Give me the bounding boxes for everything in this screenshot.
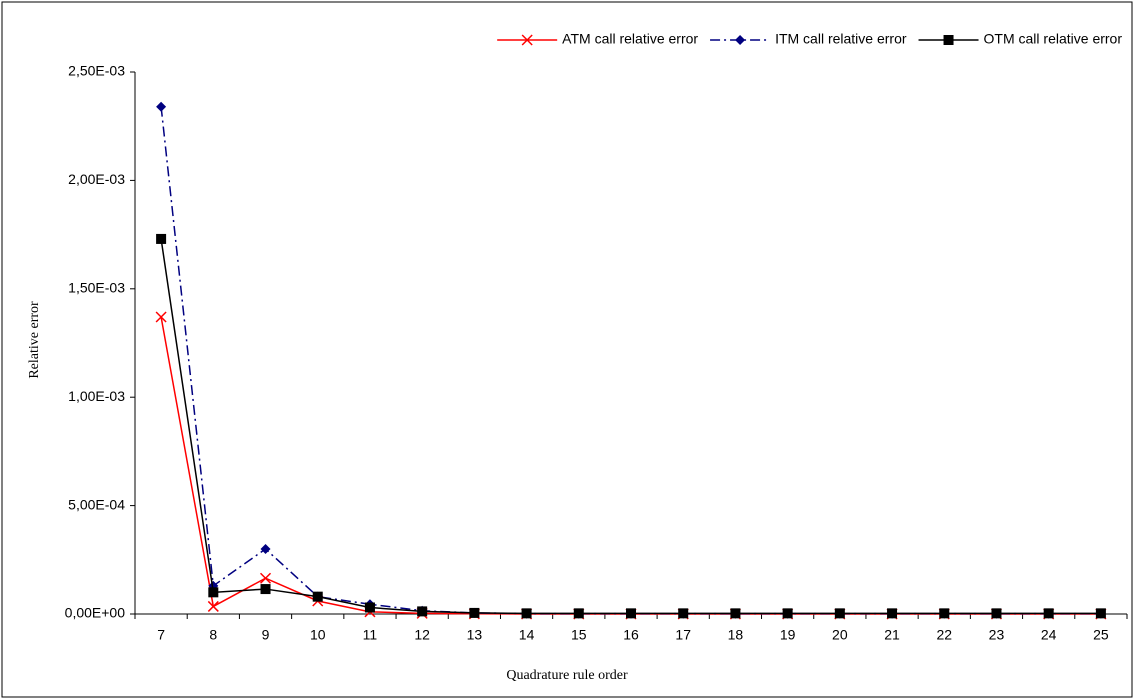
- marker: [259, 572, 272, 584]
- x-tick-label: 9: [262, 627, 270, 643]
- marker: [573, 608, 584, 619]
- marker: [260, 543, 271, 554]
- legend-label: ATM call relative error: [562, 31, 698, 47]
- marker: [469, 607, 480, 618]
- y-tick-label: 2,50E-03: [68, 63, 125, 79]
- x-tick-label: 24: [1041, 627, 1057, 643]
- marker: [834, 608, 845, 619]
- marker: [156, 101, 167, 112]
- x-tick-label: 10: [310, 627, 326, 643]
- x-tick-label: 22: [936, 627, 952, 643]
- x-tick-label: 13: [467, 627, 483, 643]
- x-tick-label: 12: [414, 627, 430, 643]
- x-tick-label: 14: [519, 627, 535, 643]
- x-tick-label: 21: [884, 627, 900, 643]
- y-tick-label: 2,00E-03: [68, 171, 125, 187]
- marker: [782, 608, 793, 619]
- x-tick-label: 18: [728, 627, 744, 643]
- marker: [521, 608, 532, 619]
- marker: [887, 608, 898, 619]
- x-tick-label: 15: [571, 627, 587, 643]
- marker: [364, 602, 375, 613]
- y-tick-label: 0,00E+00: [65, 605, 126, 621]
- x-tick-label: 25: [1093, 627, 1109, 643]
- x-tick-label: 20: [832, 627, 848, 643]
- legend-marker: [943, 35, 954, 45]
- marker: [1043, 608, 1054, 619]
- marker: [939, 608, 950, 619]
- marker: [155, 311, 167, 323]
- x-tick-label: 17: [675, 627, 691, 643]
- marker: [991, 608, 1002, 619]
- marker: [1095, 608, 1106, 619]
- marker: [417, 606, 428, 617]
- marker: [156, 233, 167, 244]
- marker: [312, 591, 323, 602]
- y-tick-label: 1,50E-03: [68, 280, 125, 296]
- x-tick-label: 8: [209, 627, 217, 643]
- y-axis-title: Relative error: [27, 301, 42, 379]
- x-tick-label: 7: [157, 627, 165, 643]
- marker: [207, 600, 219, 612]
- legend-marker: [735, 35, 746, 45]
- x-tick-label: 16: [623, 627, 639, 643]
- legend-label: OTM call relative error: [984, 31, 1123, 47]
- legend-label: ITM call relative error: [775, 31, 907, 47]
- marker: [208, 587, 219, 598]
- marker: [678, 608, 689, 619]
- marker: [730, 608, 741, 619]
- x-tick-label: 11: [363, 627, 378, 643]
- legend-marker: [521, 34, 533, 46]
- x-axis-title: Quadrature rule order: [506, 668, 628, 683]
- marker: [626, 608, 636, 619]
- y-tick-label: 5,00E-04: [68, 496, 125, 512]
- x-tick-label: 19: [780, 627, 796, 643]
- y-tick-label: 1,00E-03: [68, 388, 125, 404]
- marker: [260, 584, 271, 595]
- x-tick-label: 23: [989, 627, 1005, 643]
